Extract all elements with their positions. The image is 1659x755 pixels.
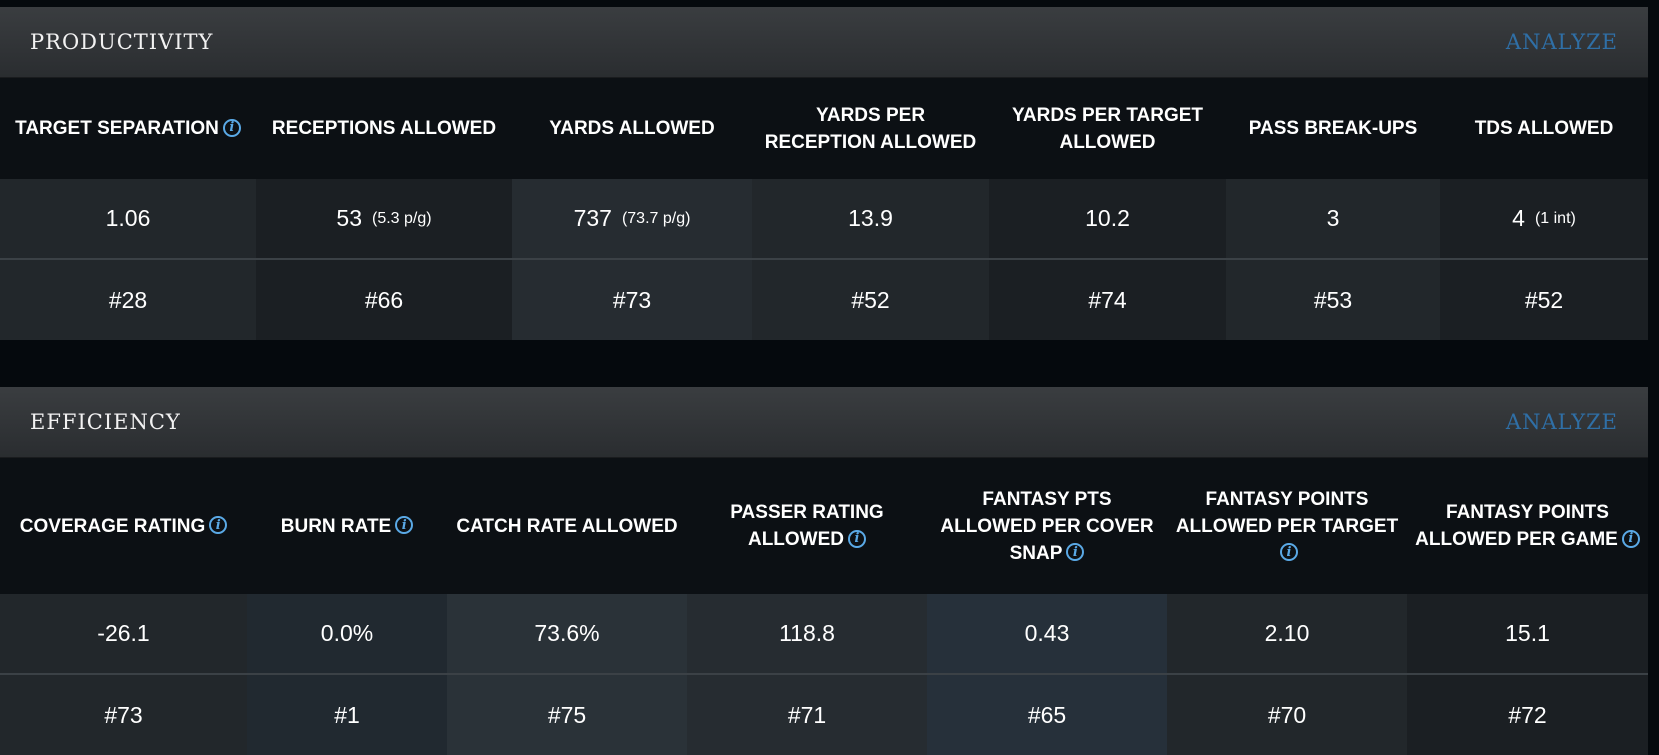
rank-cell: #65 (927, 675, 1167, 755)
value-cell: 4 (1 int) (1440, 179, 1648, 258)
rank-cell: #73 (512, 260, 752, 340)
column-header-catch-rate-allowed: CATCH RATE ALLOWED (456, 515, 678, 537)
rank-cell: #66 (256, 260, 512, 340)
rank-cell: #70 (1167, 675, 1407, 755)
column-header-fantasy-points-per-game: FANTASY POINTS ALLOWED PER GAME i (1407, 458, 1648, 594)
column-header-pass-break-ups: PASS BREAK-UPS (1248, 118, 1418, 139)
column-header-fantasy-points-per-target: FANTASY POINTS ALLOWED PER TARGETi (1175, 488, 1399, 561)
rank-cell: #71 (687, 675, 927, 755)
value-cell: 73.6% (447, 594, 687, 673)
value-cell: 0.0% (247, 594, 447, 673)
column-header-yards-per-reception-allowed: YARDS PER RECEPTION ALLOWED (764, 104, 977, 153)
value-cell: 10.2 (989, 179, 1226, 258)
rank-cell: #73 (0, 675, 247, 755)
efficiency-header: EFFICIENCY ANALYZE (0, 387, 1648, 458)
productivity-values-row: 1.06 53 (5.3 p/g) 737 (73.7 p/g) 13.9 10.2… (0, 179, 1648, 260)
productivity-header: PRODUCTIVITY ANALYZE (0, 7, 1648, 78)
efficiency-title: EFFICIENCY (30, 410, 181, 434)
rank-cell: #53 (1226, 260, 1440, 340)
column-header-fantasy-pts-per-cover-snap: FANTASY PTS ALLOWED PER COVER SNAP i (940, 488, 1154, 564)
productivity-panel: PRODUCTIVITY ANALYZE TARGET SEPARATION i … (0, 7, 1648, 340)
productivity-title: PRODUCTIVITY (30, 30, 214, 54)
info-icon[interactable]: i (395, 516, 414, 534)
value-cell: 53 (5.3 p/g) (256, 179, 512, 258)
productivity-analyze-link[interactable]: ANALYZE (1505, 30, 1618, 54)
value-cell: -26.1 (0, 594, 247, 673)
rank-cell: #75 (447, 675, 687, 755)
column-header-yards-per-target-allowed: YARDS PER TARGET ALLOWED (1011, 104, 1204, 153)
value-cell: 1.06 (0, 179, 256, 258)
productivity-header-row: TARGET SEPARATION i RECEPTIONS ALLOWED YA… (0, 78, 1648, 179)
info-icon[interactable]: i (222, 118, 241, 137)
value-cell: 0.43 (927, 594, 1167, 673)
column-header-target-separation: TARGET SEPARATION i (0, 78, 256, 179)
rank-cell: #52 (1440, 260, 1648, 340)
efficiency-analyze-link[interactable]: ANALYZE (1505, 410, 1618, 434)
info-icon[interactable]: i (1066, 543, 1085, 561)
column-header-tds-allowed: TDS ALLOWED (1474, 118, 1614, 139)
info-icon[interactable]: i (848, 529, 867, 548)
value-cell: 2.10 (1167, 594, 1407, 673)
column-header-burn-rate: BURN RATE i (247, 458, 447, 594)
efficiency-panel: EFFICIENCY ANALYZE COVERAGE RATING i BURN… (0, 387, 1648, 755)
column-header-coverage-rating: COVERAGE RATING i (0, 458, 247, 594)
info-icon[interactable]: i (1280, 543, 1298, 561)
column-header-passer-rating-allowed: PASSER RATING ALLOWED i (730, 502, 884, 550)
efficiency-ranks-row: #73 #1 #75 #71 #65 #70 #72 (0, 675, 1648, 755)
value-cell: 737 (73.7 p/g) (512, 179, 752, 258)
rank-cell: #74 (989, 260, 1226, 340)
productivity-ranks-row: #28 #66 #73 #52 #74 #53 #52 (0, 260, 1648, 340)
rank-cell: #72 (1407, 675, 1648, 755)
efficiency-header-row: COVERAGE RATING i BURN RATE i CATCH RATE A… (0, 458, 1648, 594)
info-icon[interactable]: i (209, 516, 228, 534)
value-cell: 3 (1226, 179, 1440, 258)
rank-cell: #52 (752, 260, 989, 340)
value-cell: 13.9 (752, 179, 989, 258)
column-header-receptions-allowed: RECEPTIONS ALLOWED (271, 118, 497, 139)
rank-cell: #28 (0, 260, 256, 340)
column-header-yards-allowed: YARDS ALLOWED (549, 118, 715, 139)
value-cell: 118.8 (687, 594, 927, 673)
value-cell: 15.1 (1407, 594, 1648, 673)
info-icon[interactable]: i (1621, 529, 1640, 548)
rank-cell: #1 (247, 675, 447, 755)
efficiency-values-row: -26.1 0.0% 73.6% 118.8 0.43 2.10 15.1 (0, 594, 1648, 675)
